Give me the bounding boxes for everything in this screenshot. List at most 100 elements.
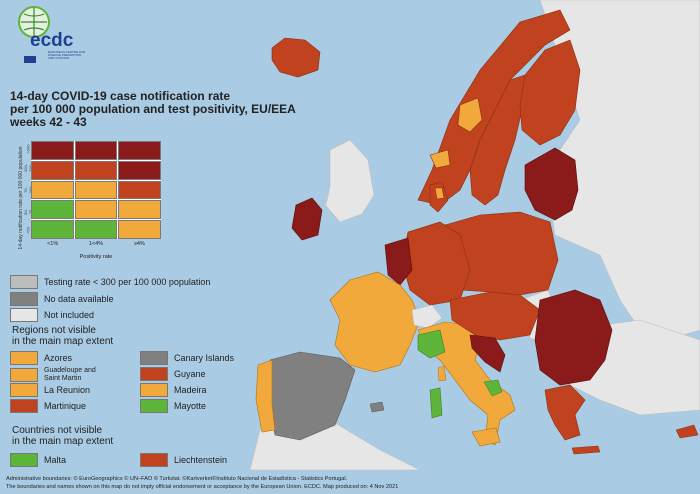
swatch xyxy=(140,383,168,397)
eu-flag-icon xyxy=(24,56,36,63)
greece-region xyxy=(544,384,586,441)
title-line-3: weeks 42 - 43 xyxy=(10,115,87,129)
heading-line: Countries not visible xyxy=(12,425,103,436)
matrix-cell xyxy=(31,141,74,160)
region-legend-item: La Reunion xyxy=(10,383,90,397)
matrix-cell xyxy=(31,160,74,180)
swatch xyxy=(140,453,168,467)
swatch xyxy=(10,308,38,322)
swatch xyxy=(140,351,168,365)
swatch xyxy=(10,368,38,382)
matrix-cell xyxy=(74,141,118,160)
country-legend-item: Malta xyxy=(10,453,66,467)
matrix-cell xyxy=(74,180,118,200)
matrix-x-label: Positivity rate xyxy=(79,254,113,260)
matrix-cell xyxy=(31,220,74,239)
uk-land xyxy=(325,139,375,223)
region-label: Canary Islands xyxy=(174,353,235,363)
legend-label: Not included xyxy=(44,310,95,320)
region-legend-item: Guadeloupe and Saint Martin xyxy=(10,367,108,383)
row-label: <50 xyxy=(25,227,31,235)
footer-line-2: The boundaries and names shown on this m… xyxy=(6,484,399,490)
globe-icon xyxy=(18,6,50,38)
heading-line: Regions not visible xyxy=(12,325,96,336)
sweden-south-orange xyxy=(429,149,451,169)
region-legend-item: Mayotte xyxy=(140,399,206,413)
austria-hungary-region xyxy=(449,291,541,341)
region-legend-item: Martinique xyxy=(10,399,86,413)
logo-subtitle: EUROPEAN CENTRE FOR DISEASE PREVENTION A… xyxy=(48,50,86,60)
matrix-cell xyxy=(118,180,161,200)
sweden-region xyxy=(469,74,526,206)
title-line-1: 14-day COVID-19 case notification rate xyxy=(10,89,231,103)
norway-region xyxy=(417,9,571,206)
spain-land xyxy=(269,351,356,441)
region-legend-item: Guyane xyxy=(140,367,206,381)
matrix-cell xyxy=(74,220,118,239)
swatch xyxy=(10,292,38,306)
legend-not-included: Not included xyxy=(10,308,94,322)
region-label: La Reunion xyxy=(44,385,91,395)
cyprus-region xyxy=(675,424,699,439)
swatch xyxy=(10,351,38,365)
france-region xyxy=(329,271,421,373)
attribution-footer: Administrative boundaries: © EuroGeograp… xyxy=(6,475,606,491)
region-label: Madeira xyxy=(174,385,207,395)
matrix-cell xyxy=(118,220,161,239)
matrix-cell xyxy=(74,160,118,180)
region-label: Martinique xyxy=(44,401,87,411)
region-label: Mayotte xyxy=(174,401,207,411)
croatia-region xyxy=(469,334,506,373)
heading-line: in the main map extent xyxy=(12,336,114,347)
heading-line: in the main map extent xyxy=(12,436,114,447)
region-label: Guyane xyxy=(174,369,206,379)
country-label: Liechtenstein xyxy=(174,455,228,465)
swatch xyxy=(10,383,38,397)
region-label: Azores xyxy=(44,353,73,363)
southeast-europe-region xyxy=(534,289,613,386)
country-legend-item: Liechtenstein xyxy=(140,453,227,467)
finland-region xyxy=(519,39,581,146)
denmark-orange xyxy=(434,187,445,200)
swatch xyxy=(10,275,38,289)
crete-region xyxy=(571,445,601,455)
iceland-region xyxy=(271,37,321,78)
legend-testing: Testing rate < 300 per 100 000 populatio… xyxy=(10,275,210,289)
sardinia-region xyxy=(429,387,443,419)
swatch xyxy=(10,453,38,467)
matrix-cell xyxy=(31,200,74,220)
swatch xyxy=(140,399,168,413)
matrix-grid xyxy=(31,141,161,239)
country-label: Malta xyxy=(44,455,67,465)
logo-text: ecdc xyxy=(30,30,74,51)
matrix-cell xyxy=(74,200,118,220)
italy-green-south xyxy=(483,379,503,397)
legend-label: Testing rate < 300 per 100 000 populatio… xyxy=(44,277,211,287)
title-line-2: per 100 000 population and test positivi… xyxy=(10,102,296,116)
legend-label: No data available xyxy=(44,294,114,304)
italy-green-north xyxy=(417,329,446,359)
legend-no-data: No data available xyxy=(10,292,114,306)
matrix-cell xyxy=(31,180,74,200)
sweden-orange-region xyxy=(457,97,483,133)
balearic-land xyxy=(369,401,385,413)
benelux-region xyxy=(384,237,413,286)
col-label: <1% xyxy=(47,241,59,247)
switzerland-land xyxy=(411,304,443,329)
sicily-region xyxy=(471,427,501,447)
rate-positivity-matrix: 14-day notification rate per 100 000 pop… xyxy=(10,140,161,265)
region-label: Guadeloupe and Saint Martin xyxy=(44,367,96,382)
swatch xyxy=(10,399,38,413)
matrix-col-labels: <1% 1<4% ≥4% xyxy=(31,241,161,247)
matrix-cell xyxy=(118,160,161,180)
baltics-region xyxy=(524,147,579,221)
row-label: >500 xyxy=(25,144,31,154)
matrix-cell xyxy=(118,200,161,220)
portugal-region xyxy=(255,359,276,433)
col-label: ≥4% xyxy=(133,241,145,247)
col-label: 1<4% xyxy=(88,241,104,247)
region-legend-item: Canary Islands xyxy=(140,351,234,365)
corsica-region xyxy=(437,365,447,382)
region-legend-item: Madeira xyxy=(140,383,207,397)
